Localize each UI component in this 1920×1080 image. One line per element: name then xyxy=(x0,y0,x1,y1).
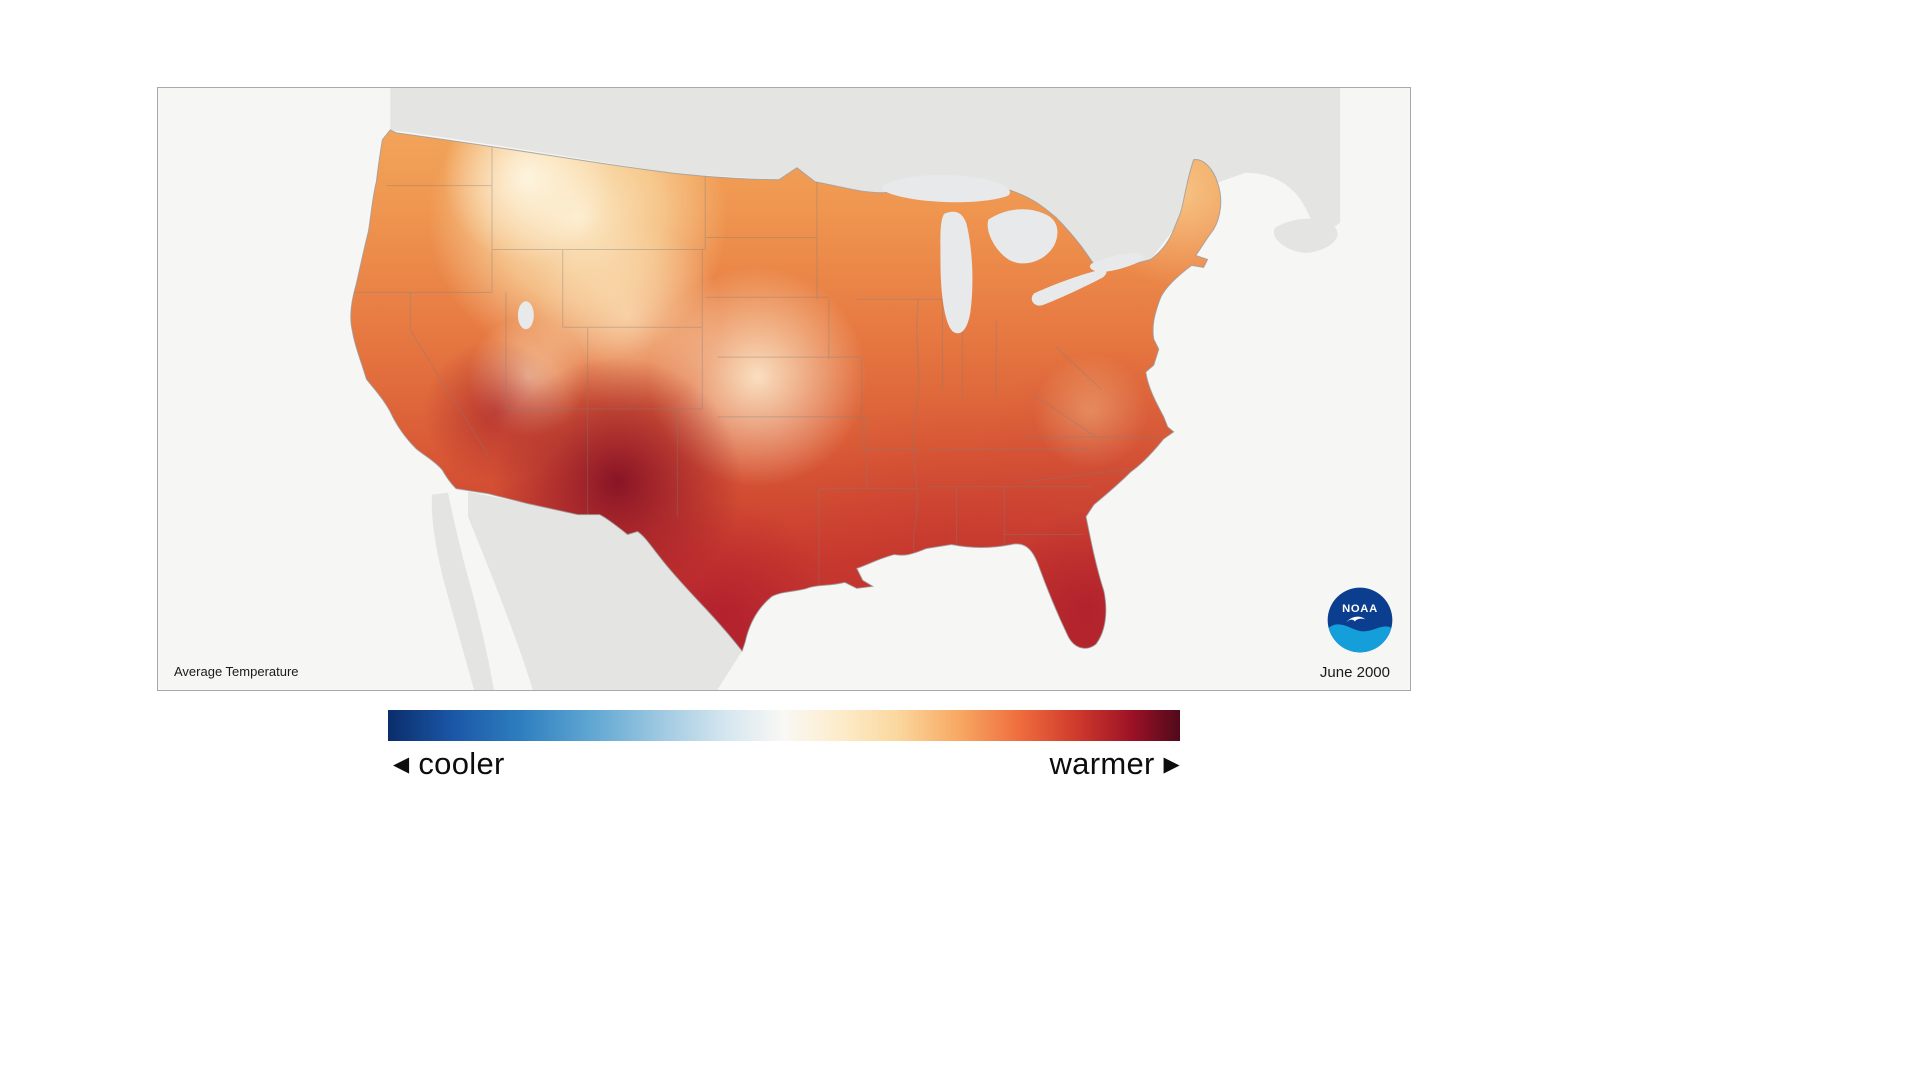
warmer-text: warmer xyxy=(1049,746,1155,781)
noaa-logo: NOAA xyxy=(1327,587,1393,653)
nova-scotia-landmass xyxy=(1273,218,1338,253)
lake-superior xyxy=(882,174,1010,203)
great-lakes xyxy=(517,174,1144,334)
lake-huron xyxy=(987,209,1058,264)
noaa-logo-icon: NOAA xyxy=(1327,587,1393,653)
us-temperature-map xyxy=(350,88,1341,690)
lake-michigan xyxy=(940,211,973,334)
lake-erie xyxy=(1031,269,1107,306)
neighbor-landmasses xyxy=(390,88,1341,690)
lake-ontario xyxy=(1089,253,1144,272)
great-salt-lake xyxy=(517,301,534,330)
mexico-landmass xyxy=(468,491,743,690)
map-date: June 2000 xyxy=(1319,664,1390,681)
warmer-label: warmer ▶ xyxy=(1049,746,1180,782)
noaa-logo-text: NOAA xyxy=(1342,603,1378,615)
left-arrow-icon: ◀ xyxy=(393,753,410,776)
baja-california-landmass xyxy=(431,492,494,690)
map-title: Average Temperature xyxy=(174,664,299,679)
cooler-text: cooler xyxy=(418,746,505,781)
right-arrow-icon: ▶ xyxy=(1163,753,1180,776)
cooler-label: ◀ cooler xyxy=(393,746,505,782)
map-panel: Average Temperature NOAA June 2000 xyxy=(157,87,1411,691)
colorbar xyxy=(388,710,1180,741)
state-borders xyxy=(354,133,1161,587)
canada-landmass xyxy=(390,88,1341,268)
